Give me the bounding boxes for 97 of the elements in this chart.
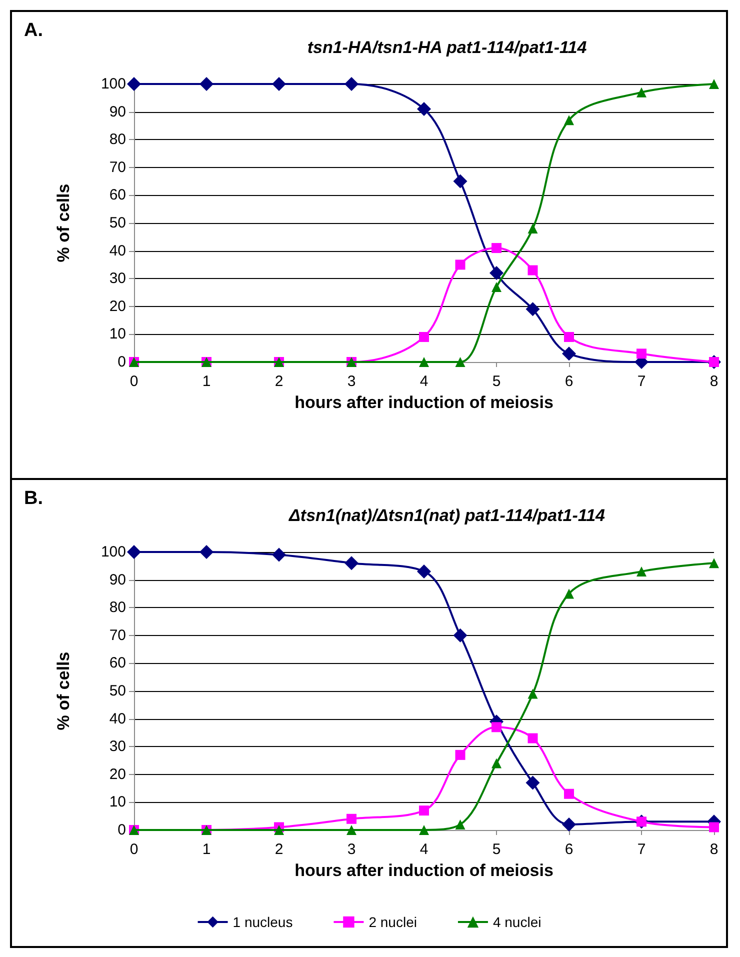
point — [455, 357, 466, 367]
point — [492, 758, 502, 768]
point — [562, 817, 576, 832]
x-tick-label: 4 — [420, 373, 428, 390]
text: A. — [24, 20, 43, 42]
text: B. — [24, 488, 43, 510]
point — [453, 628, 468, 642]
y-tick-label: 40 — [109, 710, 126, 728]
y-tick-label: 70 — [109, 626, 126, 644]
point — [564, 788, 574, 799]
x-tick-label: 1 — [202, 373, 211, 390]
chart-title: tsn1-HA/tsn1-HA pat1-114/pat1-114 — [307, 38, 588, 57]
point — [564, 332, 574, 342]
x-tick-label: 0 — [130, 373, 138, 390]
y-tick-label: 90 — [109, 571, 126, 588]
y-tick-label: 90 — [109, 103, 126, 120]
point — [272, 548, 286, 562]
point — [526, 776, 540, 790]
point — [636, 348, 646, 359]
x-tick-label: 0 — [130, 841, 138, 858]
x-tick-label: 8 — [710, 841, 718, 858]
y-axis-title: % of cells — [54, 652, 73, 730]
point — [344, 77, 358, 91]
y-axis-title: % of cells — [54, 184, 73, 262]
point — [528, 733, 538, 744]
y-tick-label: 60 — [109, 654, 126, 672]
point — [636, 566, 646, 576]
y-tick-label: 40 — [109, 242, 126, 260]
point — [272, 77, 286, 91]
y-tick-label: 10 — [109, 794, 126, 811]
chart-title: Δtsn1(nat)/Δtsn1(nat) pat1-114/pat1-114 — [288, 506, 606, 525]
x-tick-label: 3 — [347, 841, 356, 858]
y-tick-label: 30 — [109, 270, 126, 288]
y-tick-label: 0 — [118, 354, 126, 370]
y-tick-label: 80 — [109, 599, 126, 616]
point — [455, 260, 466, 270]
point — [344, 556, 358, 570]
point — [419, 357, 429, 367]
x-tick-label: 2 — [274, 841, 284, 858]
point — [417, 564, 431, 578]
y-tick-label: 20 — [109, 298, 126, 315]
x-axis-title: hours after induction of meiosis — [294, 393, 554, 412]
y-tick-label: 100 — [100, 544, 126, 560]
x-tick-label: 1 — [202, 841, 211, 858]
point — [419, 332, 429, 342]
y-tick-label: 30 — [109, 738, 126, 756]
y-tick-label: 80 — [109, 131, 126, 148]
y-tick-label: 10 — [109, 326, 126, 343]
x-tick-label: 3 — [347, 373, 356, 390]
point — [274, 825, 284, 835]
x-tick-label: 5 — [492, 373, 501, 390]
y-tick-label: 100 — [100, 76, 126, 92]
point — [419, 806, 429, 816]
legend-label: 4 nuclei — [492, 914, 542, 930]
y-tick-label: 60 — [109, 186, 126, 204]
legend-label: 2 nuclei — [368, 914, 417, 930]
point — [346, 814, 356, 824]
x-tick-label: 7 — [637, 841, 646, 858]
point — [346, 825, 356, 835]
point — [200, 77, 214, 91]
x-tick-label: 8 — [710, 373, 718, 390]
point — [453, 174, 468, 188]
point — [492, 243, 502, 254]
point — [526, 302, 540, 316]
point — [528, 224, 538, 234]
point — [127, 77, 141, 91]
point — [127, 545, 141, 559]
x-tick-label: 6 — [564, 373, 574, 390]
point — [709, 79, 719, 89]
x-tick-label: 4 — [420, 841, 428, 858]
point — [200, 545, 214, 559]
x-tick-label: 5 — [492, 841, 501, 858]
legend-label: 1 nucleus — [232, 914, 293, 930]
y-tick-label: 50 — [109, 214, 126, 232]
point — [419, 825, 429, 835]
x-tick-label: 2 — [274, 373, 284, 390]
y-tick-label: 50 — [109, 682, 126, 700]
point — [528, 265, 538, 276]
point — [455, 750, 466, 760]
y-tick-label: 20 — [109, 766, 126, 783]
y-tick-label: 70 — [109, 158, 126, 176]
point — [564, 115, 574, 126]
point — [490, 266, 504, 280]
point — [528, 688, 538, 699]
point — [709, 558, 719, 568]
point — [636, 87, 646, 98]
point — [492, 282, 502, 292]
point — [564, 588, 574, 599]
point — [492, 722, 502, 732]
point — [417, 102, 431, 116]
point — [455, 819, 466, 830]
point — [709, 822, 719, 832]
x-tick-label: 7 — [637, 373, 646, 390]
x-axis-title: hours after induction of meiosis — [294, 861, 554, 880]
y-tick-label: 0 — [118, 822, 126, 838]
x-tick-label: 6 — [564, 841, 574, 858]
point — [562, 346, 576, 361]
